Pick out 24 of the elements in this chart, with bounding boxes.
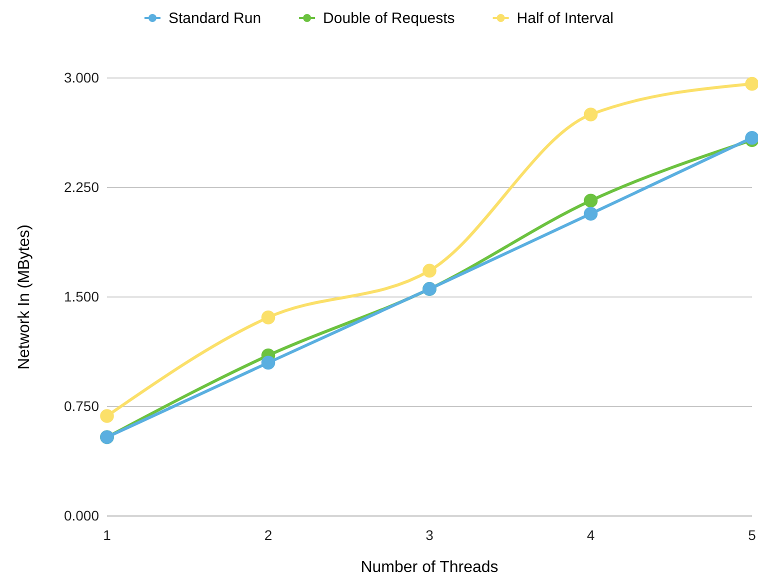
legend-label: Standard Run: [168, 10, 262, 27]
point: [100, 409, 114, 423]
legend-label: Half of Interval: [516, 10, 614, 27]
y-tick-label: 0.750: [64, 398, 100, 414]
point: [261, 310, 276, 324]
y-tick-label: 2.250: [64, 178, 100, 195]
y-tick-label: 0.000: [64, 507, 100, 524]
point: [584, 206, 598, 221]
x-tick-label: 2: [264, 526, 272, 543]
point: [745, 130, 758, 145]
x-tick-label: 4: [586, 526, 595, 543]
legend-label: Double of Requests: [323, 10, 455, 27]
x-tick-label: 3: [426, 526, 434, 543]
x-axis-title: Number of Threads: [360, 559, 498, 576]
point: [584, 108, 598, 122]
point: [584, 194, 598, 208]
y-axis-title: Network In (MBytes): [16, 224, 33, 370]
point: [422, 264, 436, 278]
y-tick-label: 3.000: [64, 69, 100, 86]
x-tick-label: 5: [748, 526, 756, 543]
point: [745, 76, 758, 91]
point: [261, 356, 276, 370]
y-tick-label: 1.500: [64, 288, 100, 304]
x-tick-label: 1: [103, 526, 112, 543]
